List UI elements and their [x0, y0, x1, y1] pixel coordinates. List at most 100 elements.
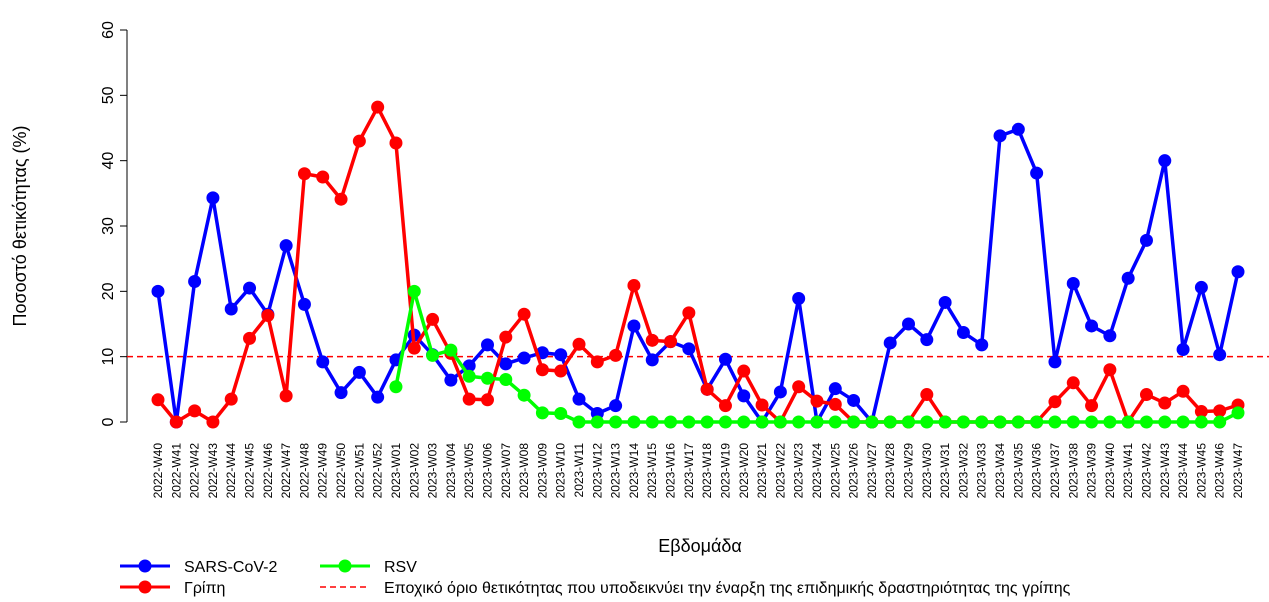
point	[609, 399, 623, 413]
point	[1194, 415, 1208, 429]
x-tick-label: 2022-W46	[261, 443, 275, 499]
point	[792, 292, 806, 306]
point	[920, 333, 934, 347]
point	[499, 373, 513, 387]
point	[1121, 415, 1135, 429]
point	[700, 382, 714, 396]
point	[1103, 363, 1117, 377]
point	[682, 342, 696, 356]
point	[590, 415, 604, 429]
point	[1176, 415, 1190, 429]
point	[883, 336, 897, 350]
point	[334, 192, 348, 206]
x-tick-label: 2023-W19	[718, 443, 732, 499]
point	[407, 341, 421, 355]
point	[371, 100, 385, 114]
x-axis-title: Εβδομάδα	[658, 536, 742, 556]
point	[279, 389, 293, 403]
point	[480, 371, 494, 385]
x-tick-label: 2023-W16	[664, 443, 678, 499]
point	[407, 284, 421, 298]
point	[993, 415, 1007, 429]
point	[645, 353, 659, 367]
y-tick-label: 40	[100, 152, 117, 170]
point	[1231, 265, 1245, 279]
point	[718, 415, 732, 429]
point	[1103, 415, 1117, 429]
legend-marker	[138, 559, 152, 573]
point	[975, 338, 989, 352]
point	[371, 390, 385, 404]
x-tick-label: 2023-W34	[993, 443, 1007, 499]
x-tick-label: 2023-W27	[865, 443, 879, 499]
point	[700, 415, 714, 429]
legend-label: Γρίπη	[184, 580, 225, 597]
x-tick-label: 2023-W12	[590, 443, 604, 499]
point	[920, 388, 934, 402]
point	[609, 348, 623, 362]
point	[297, 297, 311, 311]
point	[1011, 415, 1025, 429]
x-tick-label: 2023-W45	[1194, 443, 1208, 499]
x-tick-label: 2023-W05	[462, 443, 476, 499]
point	[426, 348, 440, 362]
y-tick-label: 20	[100, 282, 117, 300]
point	[682, 306, 696, 320]
x-tick-label: 2023-W24	[810, 443, 824, 499]
point	[188, 404, 202, 418]
x-tick-label: 2023-W46	[1213, 443, 1227, 499]
point	[718, 399, 732, 413]
x-tick-label: 2022-W51	[352, 443, 366, 499]
point	[517, 388, 531, 402]
point	[902, 415, 916, 429]
point	[1048, 415, 1062, 429]
point	[279, 239, 293, 253]
point	[517, 307, 531, 321]
x-tick-label: 2023-W11	[572, 443, 586, 498]
point	[1139, 233, 1153, 247]
point	[755, 398, 769, 412]
point	[737, 364, 751, 378]
point	[1030, 415, 1044, 429]
point	[1231, 406, 1245, 420]
x-tick-label: 2023-W38	[1066, 443, 1080, 499]
point	[1066, 376, 1080, 390]
point	[938, 295, 952, 309]
point	[243, 331, 257, 345]
point	[1066, 415, 1080, 429]
x-tick-label: 2023-W36	[1030, 443, 1044, 499]
point	[718, 352, 732, 366]
x-tick-label: 2022-W40	[151, 443, 165, 499]
x-tick-label: 2023-W39	[1085, 443, 1099, 499]
y-tick-label: 30	[100, 217, 117, 235]
point	[389, 380, 403, 394]
point	[938, 415, 952, 429]
point	[1158, 154, 1172, 168]
point	[1139, 388, 1153, 402]
point	[517, 351, 531, 365]
x-tick-label: 2023-W07	[499, 443, 513, 499]
point	[535, 363, 549, 377]
x-tick-label: 2023-W21	[755, 443, 769, 499]
point	[664, 335, 678, 349]
point	[554, 407, 568, 421]
point	[828, 415, 842, 429]
x-tick-label: 2023-W23	[792, 443, 806, 499]
point	[554, 364, 568, 378]
x-tick-label: 2023-W13	[609, 443, 623, 499]
point	[1121, 271, 1135, 285]
x-tick-label: 2022-W50	[334, 443, 348, 499]
point	[609, 415, 623, 429]
x-tick-label: 2022-W52	[371, 443, 385, 499]
point	[810, 415, 824, 429]
x-tick-label: 2023-W20	[737, 443, 751, 499]
point	[1011, 122, 1025, 136]
point	[1048, 395, 1062, 409]
point	[737, 415, 751, 429]
point	[883, 415, 897, 429]
point	[828, 382, 842, 396]
x-tick-label: 2023-W03	[426, 443, 440, 499]
x-tick-label: 2023-W04	[444, 443, 458, 499]
point	[1213, 348, 1227, 362]
